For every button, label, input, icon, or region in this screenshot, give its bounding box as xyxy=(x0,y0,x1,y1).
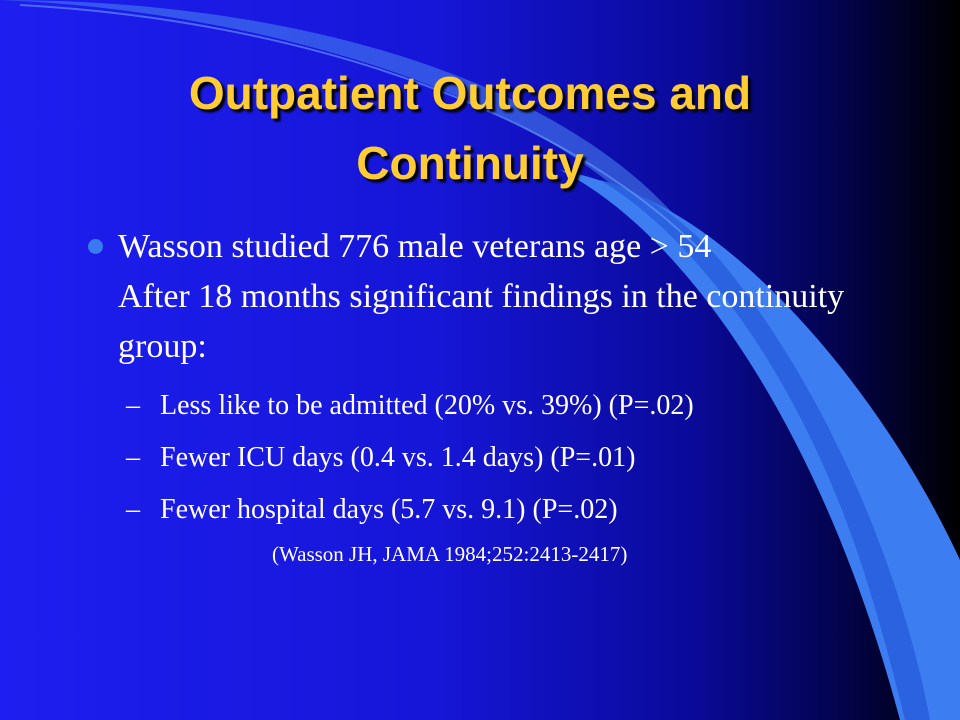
sub-bullet-text: Fewer ICU days (0.4 vs. 1.4 days) (P=.01… xyxy=(160,442,636,473)
sub-bullet-text: Fewer hospital days (5.7 vs. 9.1) (P=.02… xyxy=(160,494,618,525)
bullet-dot xyxy=(88,239,103,254)
citation: (Wasson JH, JAMA 1984;252:2413-2417) xyxy=(272,542,628,566)
slide-title: Outpatient Outcomes and Continuity xyxy=(188,67,752,189)
sub-bullet-text: Less like to be admitted (20% vs. 39%) (… xyxy=(160,390,694,421)
bullet-list: Wasson studied 776 male veterans age > 5… xyxy=(88,222,863,536)
bullet: Wasson studied 776 male veterans age > 5… xyxy=(88,222,863,372)
sub-bullet: – Less like to be admitted (20% vs. 39%) … xyxy=(126,390,694,421)
sub-bullet: – Fewer ICU days (0.4 vs. 1.4 days) (P=.0… xyxy=(126,442,636,473)
sub-list: – Less like to be admitted (20% vs. 39%) … xyxy=(118,380,863,536)
sub-bullet: – Fewer hospital days (5.7 vs. 9.1) (P=.0… xyxy=(126,494,618,525)
bullet-text: Wasson studied 776 male veterans age > 5… xyxy=(118,228,845,365)
